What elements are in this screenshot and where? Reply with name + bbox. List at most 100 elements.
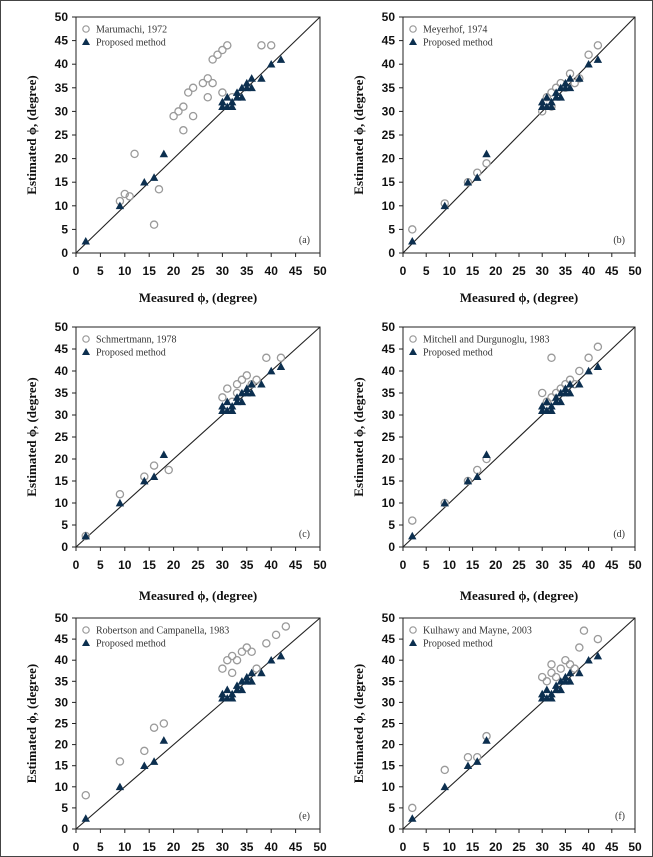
x-tick-label: 25 [191,264,205,278]
data-point-triangle [473,472,482,480]
x-tick-label: 10 [443,264,457,278]
y-tick-label: 10 [55,496,69,510]
chart-panel-1: 0 5 10 15 20 25 30 35 40 45 50 0 5 10 15 20 25 30 35 40 45 50… [24,10,327,305]
y-tick-label: 15 [55,175,69,189]
x-tick-label: 50 [313,264,327,278]
data-point-circle [223,384,232,393]
chart-panel-4: 0 5 10 15 20 25 30 35 40 45 50 0 5 10 15 20 25 30 35 40 45 50… [351,320,642,603]
data-point-circle [584,50,593,60]
data-point-triangle [547,102,556,111]
x-tick-label: 0 [73,264,80,278]
data-point-triangle [140,178,149,186]
data-point-circle [188,83,198,93]
x-tick-label: 40 [265,264,279,278]
y-tick-label: 0 [61,246,68,260]
legend-marker-circle [409,25,417,33]
data-point-triangle [565,668,575,677]
data-point-triangle [551,393,561,401]
y-tick-label: 15 [382,474,396,488]
y-tick-label: 10 [382,199,396,213]
data-point-triangle [473,757,482,765]
data-point-triangle [584,366,593,375]
legend-label: Proposed method [423,38,493,49]
x-tick-label: 45 [605,558,619,572]
y-tick-label: 40 [55,653,69,667]
x-tick-label: 25 [191,840,205,854]
data-point-triangle [140,476,149,485]
data-point-circle [140,746,149,756]
y-tick-label: 30 [55,104,69,118]
data-point-circle [575,366,584,376]
x-tick-label: 35 [240,558,254,572]
data-point-circle [242,371,252,380]
data-point-triangle [227,402,237,410]
data-point-triangle [232,681,242,689]
data-point-triangle [547,97,556,106]
panel-tag: (d) [613,529,625,540]
data-point-triangle [149,757,159,765]
data-point-circle [537,672,547,682]
x-tick-label: 50 [313,840,327,854]
y-tick-label: 45 [55,342,69,356]
x-tick-label: 50 [628,558,642,572]
data-point-triangle [267,656,276,664]
y-tick-label: 20 [382,738,396,752]
legend-label: Proposed method [423,639,493,650]
data-point-triangle [547,693,556,702]
data-point-circle [115,489,125,499]
data-point-circle [115,757,125,766]
data-point-circle [440,765,450,775]
x-tick-label: 40 [582,840,596,854]
y-tick-label: 20 [55,152,69,166]
chart-panel-3: 0 5 10 15 20 25 30 35 40 45 50 0 5 10 15 20 25 30 35 40 45 50… [24,320,327,603]
data-point-circle [262,353,271,363]
data-point-circle [218,664,227,673]
data-point-circle [551,672,561,682]
x-tick-label: 30 [536,264,550,278]
y-tick-label: 15 [55,474,69,488]
y-tick-label: 40 [55,57,69,71]
data-point-circle [565,660,575,669]
panel-tag: (c) [299,529,310,540]
y-tick-label: 0 [61,822,68,836]
x-axis-title: Measured ϕ, (degree) [139,588,257,603]
legend-label: Proposed method [96,639,166,650]
x-tick-label: 45 [605,264,619,278]
x-tick-label: 20 [167,840,181,854]
y-tick-label: 40 [382,57,396,71]
data-point-triangle [81,237,90,245]
data-point-triangle [227,406,237,414]
data-point-triangle [140,761,149,770]
data-point-circle [556,664,566,673]
data-point-circle [271,630,281,640]
x-tick-label: 30 [216,264,230,278]
data-point-circle [593,634,603,644]
data-point-circle [159,719,169,728]
y-tick-label: 45 [382,632,396,646]
data-point-circle [408,516,417,525]
data-point-triangle [565,74,575,82]
data-point-triangle [237,93,247,101]
legend-label: Meyerhof, 1974 [423,25,487,36]
data-point-triangle [408,237,417,245]
x-tick-label: 10 [118,558,132,572]
x-tick-label: 35 [559,264,573,278]
y-tick-label: 5 [61,222,68,236]
data-point-triangle [565,380,575,388]
data-point-circle [482,159,491,168]
x-tick-label: 35 [240,840,254,854]
y-tick-label: 25 [382,430,396,444]
data-point-circle [252,664,261,673]
data-point-circle [179,102,188,111]
data-point-circle [179,126,188,135]
data-point-triangle [247,380,256,388]
data-point-triangle [463,476,473,485]
one-to-one-line [75,617,321,830]
y-tick-label: 45 [55,632,69,646]
data-point-circle [593,41,603,50]
data-point-triangle [223,93,232,101]
legend-marker-circle [409,335,417,343]
data-point-triangle [227,97,237,106]
y-tick-label: 15 [382,175,396,189]
data-point-triangle [247,388,256,397]
